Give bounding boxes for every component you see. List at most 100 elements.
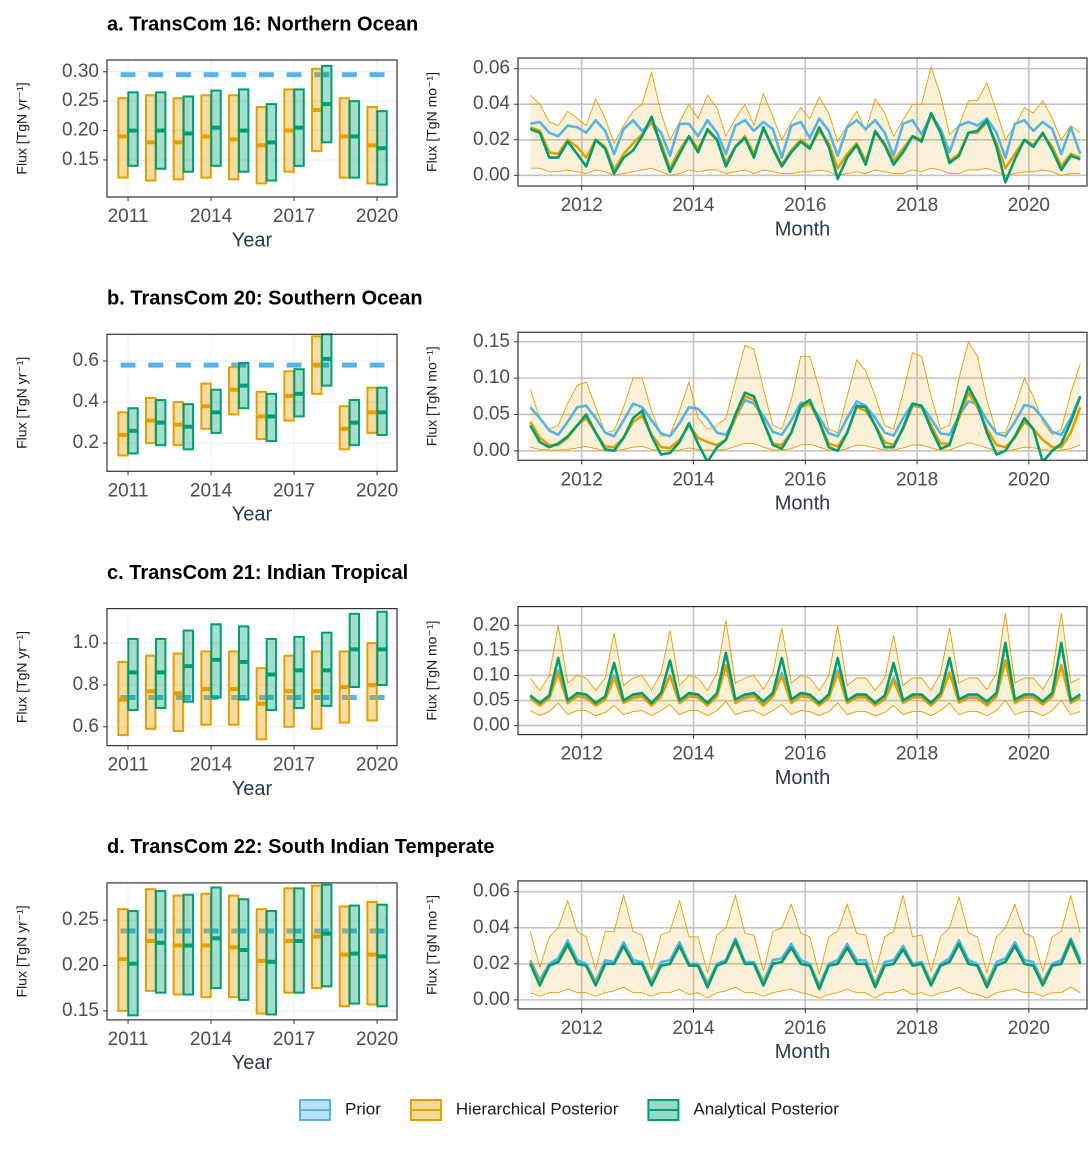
x-tick-label: 2011 — [108, 480, 149, 501]
y-tick-label: 0.06 — [473, 58, 510, 79]
x-tick-label: 2014 — [190, 480, 233, 501]
panel-border — [106, 333, 398, 472]
y-tick-label: 0.05 — [473, 690, 510, 711]
interval-box — [145, 94, 157, 182]
x-tick-label: 2014 — [672, 469, 715, 490]
interval-box — [366, 386, 378, 434]
series-line — [529, 641, 1081, 705]
x-tick-label: 2012 — [561, 744, 603, 765]
interval-box — [348, 100, 361, 179]
x-tick-label: 2020 — [1008, 469, 1050, 490]
x-tick-label: 2011 — [108, 1029, 149, 1050]
x-tick-label: 2012 — [561, 469, 603, 490]
y-tick-label: 1.0 — [73, 632, 99, 653]
panel-border — [517, 605, 1088, 736]
y-tick-label: 0.20 — [62, 954, 99, 975]
x-axis-title: Month — [775, 767, 831, 789]
interval-box — [127, 637, 139, 712]
x-tick-label: 2020 — [356, 1029, 398, 1050]
y-tick-label: 0.4 — [73, 391, 100, 412]
y-tick-label: 0.15 — [62, 149, 99, 170]
y-axis-title: Flux [TgN yr⁻¹] — [14, 905, 30, 997]
panel-border — [517, 331, 1088, 461]
band-edge — [530, 699, 1081, 717]
y-tick-label: 0.10 — [473, 367, 510, 388]
y-tick-label: 0.30 — [62, 61, 99, 82]
x-tick-label: 2012 — [561, 195, 603, 216]
y-tick-label: 0.20 — [473, 614, 510, 635]
y-tick-label: 0.00 — [473, 715, 510, 736]
y-tick-label: 0.6 — [73, 716, 99, 737]
x-tick-label: 2018 — [896, 1018, 938, 1039]
x-tick-label: 2017 — [273, 206, 315, 227]
x-tick-label: 2017 — [273, 755, 315, 776]
band-edge — [530, 167, 1081, 176]
x-tick-label: 2018 — [896, 744, 938, 765]
band-edge — [529, 893, 1081, 975]
series-line — [529, 939, 1082, 991]
x-tick-label: 2016 — [784, 195, 826, 216]
y-tick-label: 0.15 — [473, 639, 510, 660]
band-edge — [529, 340, 1081, 437]
uncertainty-band — [530, 895, 1081, 999]
x-tick-label: 2014 — [190, 1029, 233, 1050]
y-tick-label: 0.20 — [62, 120, 99, 141]
x-tick-label: 2014 — [190, 206, 233, 227]
x-tick-label: 2020 — [356, 206, 398, 227]
y-axis-title: Flux [TgN yr⁻¹] — [14, 82, 30, 174]
x-tick-label: 2014 — [190, 755, 233, 776]
y-axis-title: Flux [TgN yr⁻¹] — [14, 631, 30, 723]
x-tick-label: 2020 — [356, 755, 398, 776]
panel-title: d. TransCom 22: South Indian Temperate — [107, 836, 494, 858]
y-tick-label: 0.10 — [473, 665, 510, 686]
band-edge — [529, 65, 1081, 145]
y-tick-label: 0.15 — [62, 1000, 99, 1021]
x-tick-label: 2012 — [561, 1018, 603, 1039]
band-edge — [530, 986, 1081, 999]
y-tick-label: 0.00 — [473, 440, 510, 461]
y-tick-label: 0.05 — [473, 403, 510, 424]
interval-box — [366, 642, 378, 722]
x-axis-title: Year — [232, 1052, 273, 1074]
band-edge — [530, 442, 1081, 452]
x-tick-label: 2014 — [672, 195, 715, 216]
x-axis-title: Year — [232, 504, 273, 526]
y-tick-label: 0.6 — [73, 350, 99, 371]
x-tick-label: 2018 — [896, 195, 938, 216]
panel-title: a. TransCom 16: Northern Ocean — [107, 13, 418, 35]
y-axis-title: Flux [TgN yr⁻¹] — [14, 357, 30, 449]
y-tick-label: 0.02 — [473, 953, 510, 974]
panel-border — [106, 882, 398, 1021]
x-axis-title: Month — [775, 218, 831, 240]
plot-area — [529, 612, 1081, 717]
x-tick-label: 2018 — [896, 469, 938, 490]
uncertainty-band — [530, 341, 1081, 451]
x-tick-label: 2020 — [1008, 1018, 1050, 1039]
legend-label: Hierarchical Posterior — [456, 1099, 619, 1118]
legend-label: Prior — [345, 1099, 381, 1118]
x-tick-label: 2020 — [1008, 744, 1050, 765]
y-tick-label: 0.06 — [473, 881, 510, 902]
x-axis-title: Year — [232, 229, 273, 251]
x-axis-title: Month — [775, 493, 831, 515]
panel-title: b. TransCom 20: Southern Ocean — [107, 288, 423, 310]
y-tick-label: 0.15 — [473, 331, 510, 352]
plot-area — [529, 65, 1082, 184]
panel-border — [106, 607, 398, 747]
interval-box — [293, 635, 305, 709]
y-tick-label: 0.25 — [62, 90, 99, 111]
x-tick-label: 2016 — [784, 469, 826, 490]
y-tick-label: 0.2 — [73, 432, 99, 453]
x-axis-title: Month — [775, 1041, 831, 1063]
x-tick-label: 2016 — [784, 1018, 826, 1039]
band-edge — [529, 612, 1081, 692]
plot-area — [529, 340, 1082, 461]
series-line — [529, 111, 1081, 184]
plot-area — [529, 893, 1082, 999]
x-tick-label: 2011 — [108, 206, 149, 227]
series-line — [529, 385, 1082, 461]
y-axis-title: Flux [TgN mo⁻¹] — [424, 621, 440, 721]
y-tick-label: 0.00 — [473, 989, 510, 1010]
panel-border — [517, 57, 1088, 187]
y-tick-label: 0.25 — [62, 909, 99, 930]
